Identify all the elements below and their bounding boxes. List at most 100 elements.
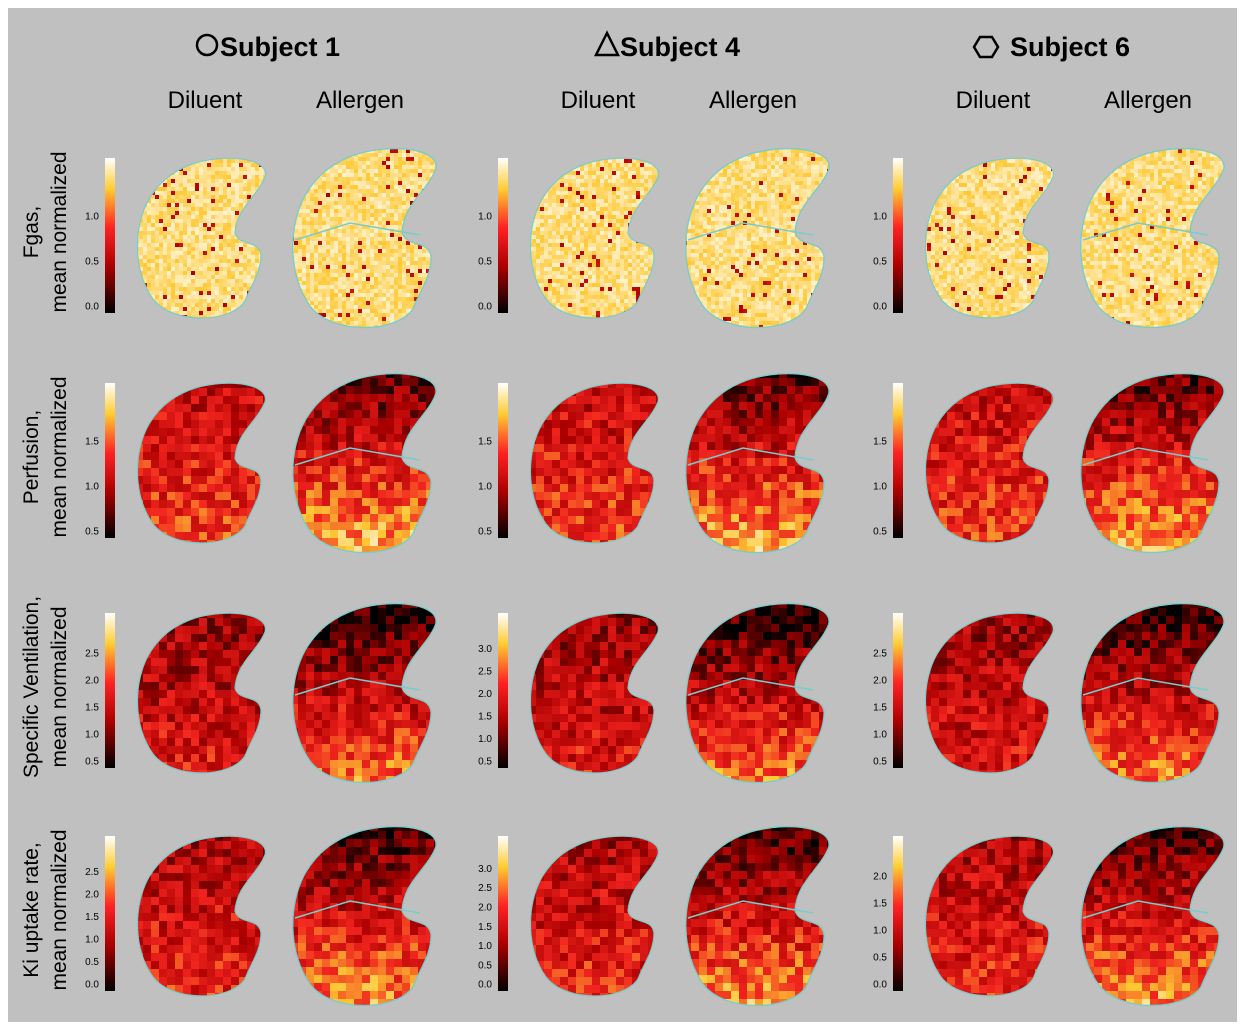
pixel — [548, 227, 553, 232]
pixel — [394, 241, 399, 246]
pixel — [362, 205, 367, 210]
pixel — [223, 187, 228, 192]
pixel — [167, 299, 172, 304]
pixel — [406, 273, 411, 278]
pixel — [370, 269, 375, 274]
pixel — [358, 281, 363, 286]
pixel — [564, 255, 569, 260]
pixel — [306, 285, 311, 290]
pixel — [298, 277, 303, 282]
pixel — [540, 255, 545, 260]
pixel — [580, 255, 585, 260]
pixel — [612, 199, 617, 204]
pixel — [362, 309, 367, 314]
pixel — [219, 263, 224, 268]
pixel — [310, 245, 315, 250]
pixel — [243, 247, 248, 252]
pixel — [628, 243, 633, 248]
pixel — [398, 237, 403, 242]
pixel — [306, 241, 311, 246]
pixel — [298, 217, 303, 222]
pixel — [306, 221, 311, 226]
pixel — [183, 271, 188, 276]
pixel — [390, 153, 395, 158]
pixel — [171, 267, 176, 272]
pixel — [227, 231, 232, 236]
pixel — [418, 261, 423, 266]
pixel — [354, 321, 359, 326]
pixel — [544, 275, 549, 280]
pixel — [211, 231, 216, 236]
pixel — [410, 281, 415, 286]
pixel — [235, 267, 240, 272]
pixel — [564, 247, 569, 252]
pixel — [191, 283, 196, 288]
pixel — [183, 247, 188, 252]
pixel — [390, 281, 395, 286]
pixel — [195, 203, 200, 208]
pixel — [540, 275, 545, 280]
pixel — [394, 309, 399, 314]
pixel — [576, 239, 581, 244]
pixel — [219, 279, 224, 284]
pixel — [556, 283, 561, 288]
pixel — [346, 185, 351, 190]
pixel — [394, 177, 399, 182]
pixel — [338, 213, 343, 218]
pixel — [171, 243, 176, 248]
pixel — [358, 197, 363, 202]
pixel — [616, 247, 621, 252]
pixel — [223, 255, 228, 260]
pixel — [386, 317, 391, 322]
pixel — [540, 219, 545, 224]
pixel — [382, 245, 387, 250]
pixel — [418, 253, 423, 258]
pixel — [187, 219, 192, 224]
pixel — [330, 237, 335, 242]
pixel — [592, 183, 597, 188]
pixel — [584, 259, 589, 264]
pixel — [410, 253, 415, 258]
pixel — [410, 189, 415, 194]
pixel — [370, 285, 375, 290]
pixel — [147, 271, 152, 276]
pixel — [195, 291, 200, 296]
pixel — [394, 173, 399, 178]
pixel — [370, 233, 375, 238]
pixel — [199, 267, 204, 272]
pixel — [544, 207, 549, 212]
pixel — [163, 275, 168, 280]
pixel — [572, 207, 577, 212]
pixel — [540, 271, 545, 276]
pixel — [588, 247, 593, 252]
pixel — [608, 167, 613, 172]
pixel — [187, 203, 192, 208]
pixel — [620, 159, 625, 164]
pixel — [612, 263, 617, 268]
pixel — [608, 239, 613, 244]
pixel — [588, 175, 593, 180]
pixel — [426, 173, 431, 178]
pixel — [147, 215, 152, 220]
pixel — [608, 247, 613, 252]
pixel — [564, 279, 569, 284]
pixel — [235, 187, 240, 192]
pixel — [183, 207, 188, 212]
pixel — [354, 301, 359, 306]
pixel — [556, 259, 561, 264]
pixel — [191, 167, 196, 172]
pixel — [370, 313, 375, 318]
pixel — [235, 163, 240, 168]
pixel — [390, 205, 395, 210]
pixel — [370, 309, 375, 314]
pixel — [378, 177, 383, 182]
pixel — [580, 231, 585, 236]
pixel — [147, 243, 152, 248]
pixel — [199, 303, 204, 308]
pixel — [580, 235, 585, 240]
pixel — [600, 239, 605, 244]
subject-title: Subject 1 — [220, 32, 340, 62]
pixel — [354, 309, 359, 314]
pixel — [386, 297, 391, 302]
pixel — [195, 303, 200, 308]
